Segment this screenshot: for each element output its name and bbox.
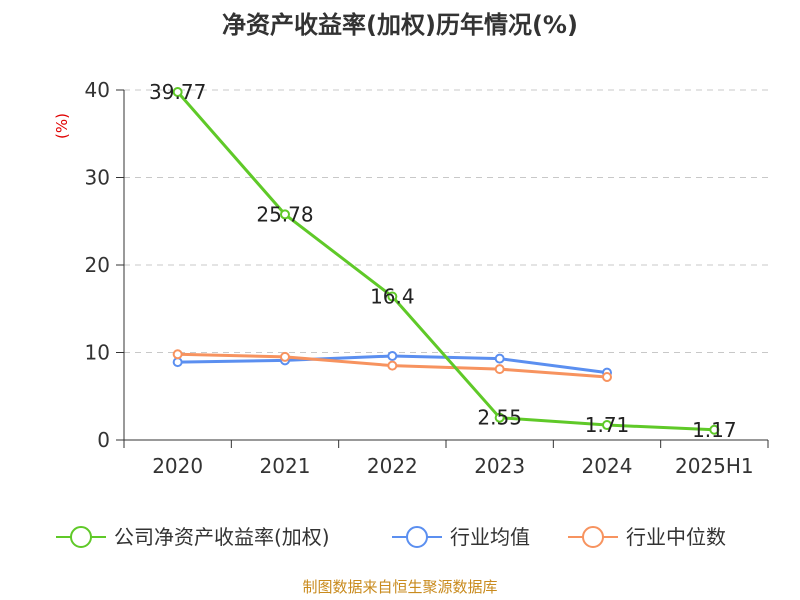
y-tick-label: 30: [85, 166, 110, 190]
data-point: [494, 364, 505, 375]
legend-marker-icon: [70, 526, 92, 548]
legend-item-1[interactable]: 公司净资产收益率(加权): [56, 525, 330, 549]
y-tick-label: 10: [85, 341, 110, 365]
data-label: 16.4: [370, 285, 415, 309]
y-tick-label: 0: [97, 428, 110, 452]
axes: 0 10 20 30 40 2020 2021 2022 2023 2024 2025H1: [85, 78, 769, 478]
data-point: [602, 372, 612, 382]
x-tick-label: 2021: [260, 454, 311, 478]
y-axis-unit: (%): [53, 113, 71, 139]
data-point: [387, 351, 398, 361]
data-point: [387, 291, 398, 302]
data-point: [172, 349, 183, 360]
data-label: 1.17: [692, 418, 737, 442]
series-1: [172, 87, 720, 435]
legend-item-3[interactable]: 行业中位数: [568, 525, 726, 549]
x-tick-label: 2022: [367, 454, 418, 478]
data-point: [494, 353, 505, 364]
x-tick-label: 2025H1: [675, 454, 754, 478]
legend-marker-icon: [582, 526, 604, 548]
y-tick-label: 20: [85, 253, 110, 277]
data-point: [172, 357, 183, 368]
legend-label: 公司净资产收益率(加权): [114, 525, 330, 549]
data-point: [709, 424, 720, 435]
series-3: [172, 349, 612, 382]
data-point: [494, 412, 505, 423]
legend-item-2[interactable]: 行业均值: [392, 525, 530, 549]
data-point: [602, 420, 612, 431]
data-point: [172, 87, 183, 98]
series-group: [172, 87, 720, 435]
data-labels: 39.77 25.78 16.4 2.55 1.71 1.17: [149, 80, 737, 442]
legend-marker-icon: [406, 526, 428, 548]
y-tick-label: 40: [85, 78, 110, 102]
source-note: 制图数据来自恒生聚源数据库: [302, 578, 497, 596]
legend[interactable]: 公司净资产收益率(加权) 行业均值 行业中位数: [56, 525, 726, 549]
chart-title: 净资产收益率(加权)历年情况(%): [222, 11, 578, 39]
x-tick-label: 2023: [474, 454, 525, 478]
gridlines: [124, 89, 768, 353]
x-tick-label: 2020: [152, 454, 203, 478]
x-tick-label: 2024: [582, 454, 633, 478]
data-point: [280, 209, 290, 220]
data-point: [280, 351, 290, 362]
data-point: [387, 360, 398, 371]
series-line: [176, 91, 715, 432]
legend-label: 行业中位数: [626, 525, 726, 549]
data-label: 39.77: [149, 80, 206, 104]
legend-label: 行业均值: [450, 525, 530, 549]
data-label: 25.78: [256, 202, 313, 226]
data-label: 1.71: [585, 413, 630, 437]
data-label: 2.55: [477, 406, 522, 430]
